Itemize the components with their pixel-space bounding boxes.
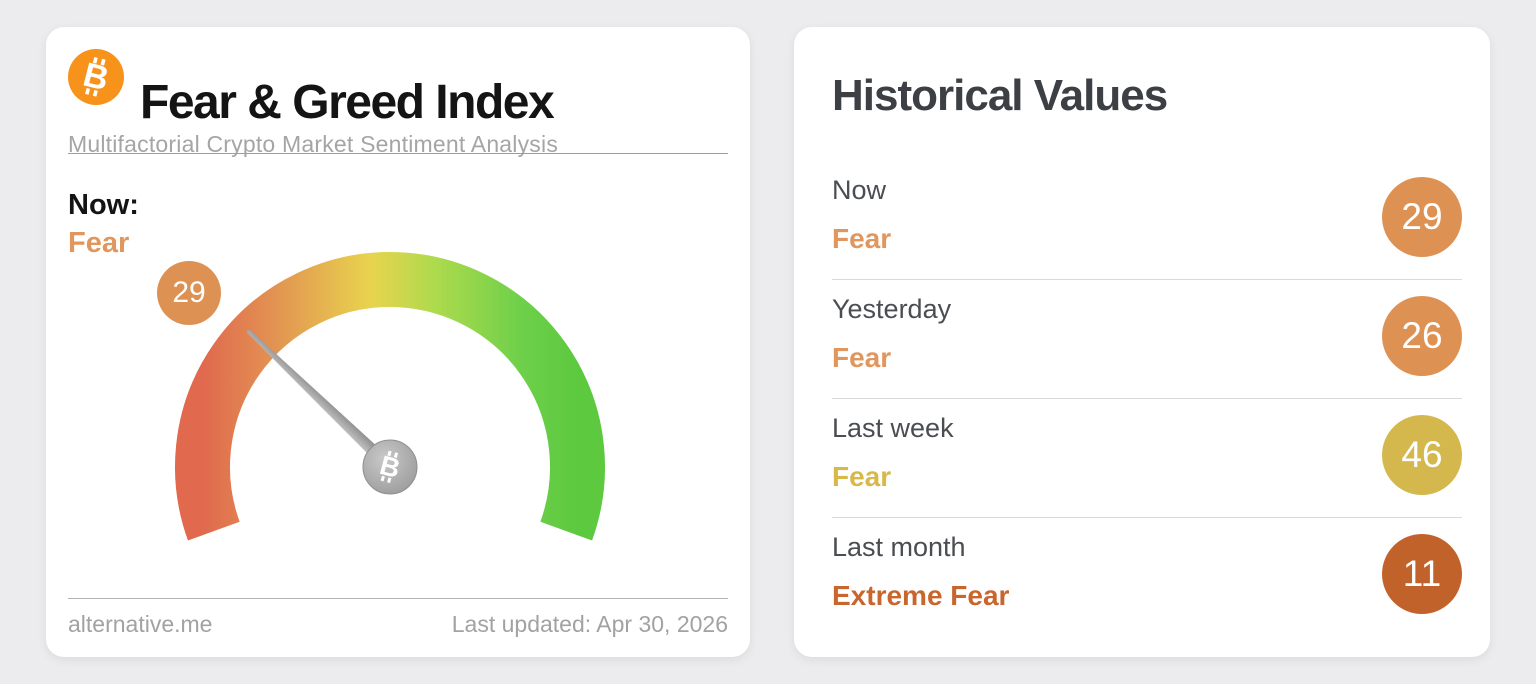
- page-subtitle: Multifactorial Crypto Market Sentiment A…: [68, 131, 559, 157]
- source-link[interactable]: alternative.me: [68, 611, 213, 637]
- gauge-value-badge: 29: [157, 261, 221, 325]
- header-divider: [68, 153, 728, 154]
- gauge-hub-bitcoin-icon: B: [362, 439, 418, 495]
- footer-divider: [68, 598, 728, 599]
- gauge-needle: [247, 329, 395, 472]
- bitcoin-icon: B: [68, 49, 124, 105]
- value-badge: 29: [1382, 177, 1462, 257]
- period-label: Last month: [832, 532, 966, 562]
- period-label: Now: [832, 175, 887, 205]
- page-title: Fear & Greed Index: [140, 76, 555, 129]
- value-badge: 46: [1382, 415, 1462, 495]
- last-updated-text: Last updated: Apr 30, 2026: [451, 611, 728, 637]
- sentiment-label: Extreme Fear: [832, 580, 1010, 611]
- sentiment-label: Fear: [832, 461, 892, 492]
- now-sentiment-value: Fear: [68, 227, 130, 259]
- historical-row: Now Fear 29: [832, 161, 1462, 280]
- value-badge: 26: [1382, 296, 1462, 376]
- now-label: Now:: [68, 189, 139, 221]
- period-label: Last week: [832, 413, 954, 443]
- gauge-arc: [175, 252, 605, 541]
- sentiment-label: Fear: [832, 223, 892, 254]
- historical-row: Last month Extreme Fear 11: [832, 518, 1462, 636]
- period-label: Yesterday: [832, 294, 952, 324]
- historical-row: Yesterday Fear 26: [832, 280, 1462, 399]
- historical-rows: Now Fear 29 Yesterday Fear 26 Last week …: [832, 161, 1462, 636]
- value-badge: 11: [1382, 534, 1462, 614]
- sentiment-label: Fear: [832, 342, 892, 373]
- fear-greed-gauge: B: [175, 252, 605, 541]
- historical-values-title: Historical Values: [832, 71, 1168, 120]
- historical-values-card: Historical Values Now Fear 29 Yesterday …: [794, 27, 1490, 657]
- fear-greed-card: B Fear & Greed Index Multifactorial Cryp…: [46, 27, 750, 657]
- historical-row: Last week Fear 46: [832, 399, 1462, 518]
